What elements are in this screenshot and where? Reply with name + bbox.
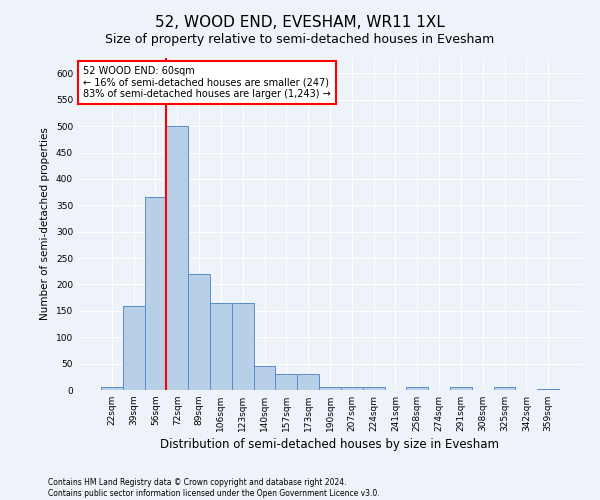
Text: 52 WOOD END: 60sqm
← 16% of semi-detached houses are smaller (247)
83% of semi-d: 52 WOOD END: 60sqm ← 16% of semi-detache… xyxy=(83,66,331,99)
Bar xyxy=(319,388,341,390)
Bar xyxy=(210,303,232,390)
Bar xyxy=(494,388,515,390)
Bar xyxy=(363,388,385,390)
Bar xyxy=(537,389,559,390)
Bar xyxy=(406,388,428,390)
Text: Contains HM Land Registry data © Crown copyright and database right 2024.
Contai: Contains HM Land Registry data © Crown c… xyxy=(48,478,380,498)
Bar xyxy=(450,388,472,390)
Bar xyxy=(101,388,123,390)
Bar xyxy=(232,303,254,390)
Bar xyxy=(254,366,275,390)
Bar xyxy=(145,198,166,390)
Bar xyxy=(275,374,297,390)
X-axis label: Distribution of semi-detached houses by size in Evesham: Distribution of semi-detached houses by … xyxy=(161,438,499,451)
Bar xyxy=(166,126,188,390)
Bar xyxy=(297,374,319,390)
Y-axis label: Number of semi-detached properties: Number of semi-detached properties xyxy=(40,128,50,320)
Bar xyxy=(123,306,145,390)
Text: Size of property relative to semi-detached houses in Evesham: Size of property relative to semi-detach… xyxy=(106,32,494,46)
Text: 52, WOOD END, EVESHAM, WR11 1XL: 52, WOOD END, EVESHAM, WR11 1XL xyxy=(155,15,445,30)
Bar xyxy=(188,274,210,390)
Bar xyxy=(341,388,363,390)
